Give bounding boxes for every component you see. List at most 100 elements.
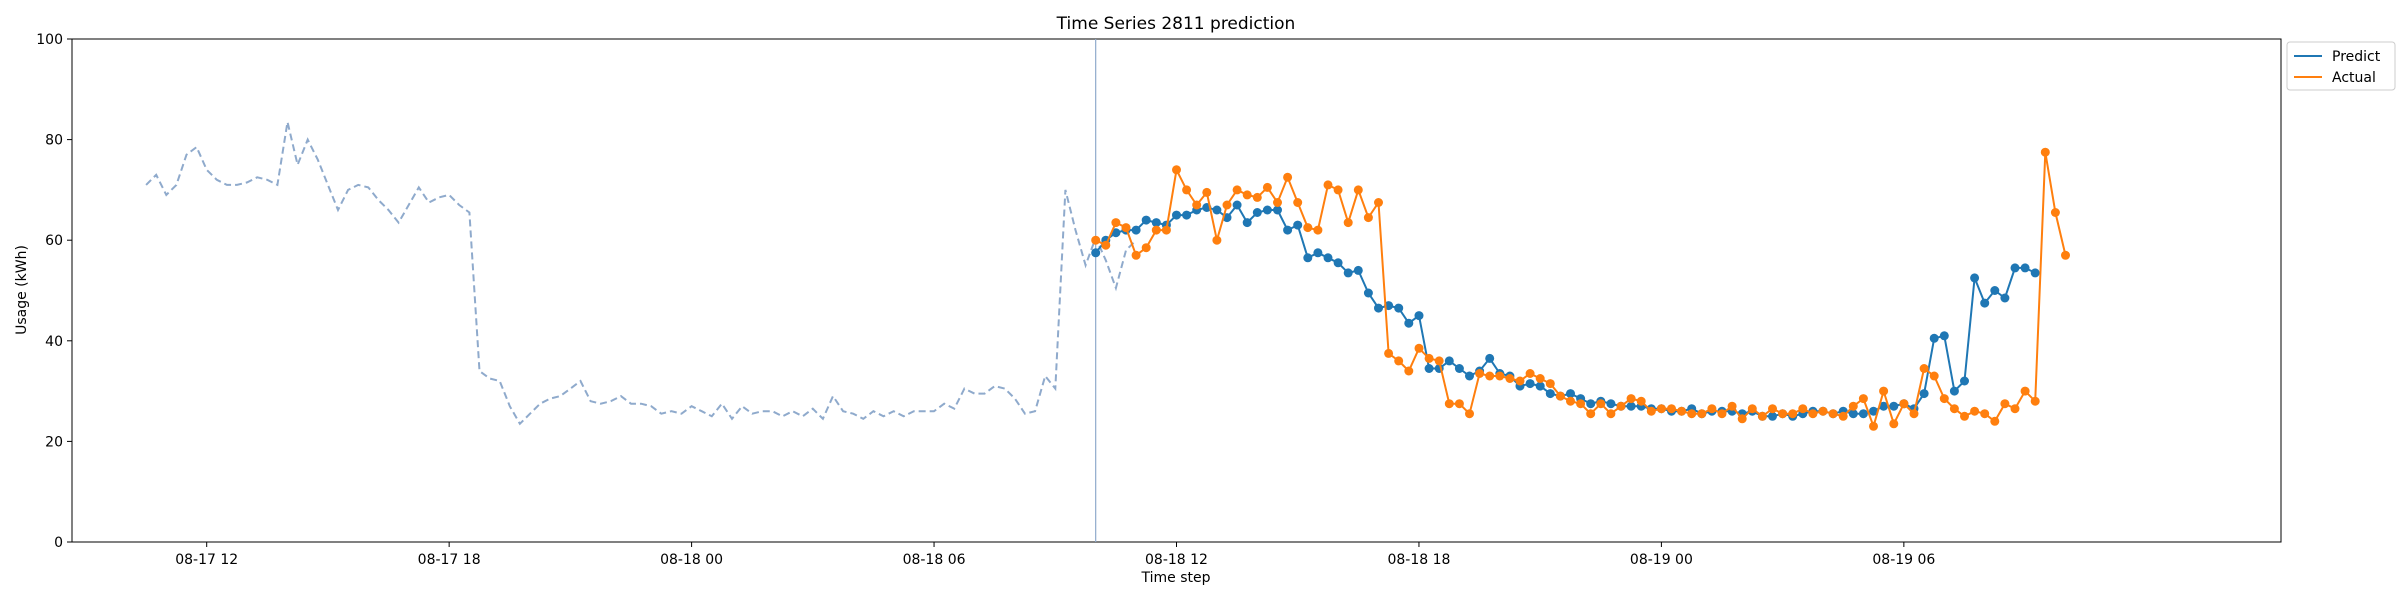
- predict-point: [1869, 406, 1878, 416]
- actual-point: [1535, 374, 1545, 383]
- predict-point: [1242, 218, 1252, 228]
- actual-point: [1555, 391, 1565, 401]
- actual-point: [1828, 409, 1838, 419]
- actual-point: [1646, 406, 1656, 416]
- predict-point: [1293, 220, 1303, 230]
- history-layer: [145, 121, 1137, 426]
- actual-point: [1697, 409, 1707, 419]
- predict-point: [1172, 210, 1181, 220]
- predict-point: [1141, 215, 1151, 225]
- actual-point: [1515, 376, 1525, 386]
- predict-point: [1990, 286, 2000, 295]
- actual-point: [1505, 374, 1515, 383]
- x-tick-label: 08-18 06: [903, 552, 966, 568]
- predict-point: [1333, 258, 1343, 268]
- predict-point: [1414, 311, 1424, 321]
- predict-point: [2000, 293, 2010, 303]
- actual-point: [1757, 411, 1767, 421]
- y-axis-label: Usage (kWh): [14, 245, 30, 335]
- predict-point: [1262, 205, 1272, 215]
- x-tick-label: 08-19 00: [1630, 552, 1693, 568]
- predict-point: [1363, 288, 1373, 298]
- actual-point: [1990, 416, 2000, 426]
- actual-point: [1384, 348, 1394, 358]
- actual-point: [1616, 401, 1626, 411]
- actual-point: [1566, 396, 1575, 406]
- actual-point: [1960, 411, 1969, 421]
- actual-point: [1848, 401, 1858, 411]
- predict-point: [1111, 228, 1121, 238]
- predict-point: [1929, 333, 1939, 343]
- actual-point: [1273, 198, 1282, 207]
- predict-point: [1939, 331, 1949, 341]
- actual-point: [1818, 406, 1828, 416]
- predict-point: [1970, 273, 1980, 283]
- actual-point: [1111, 218, 1121, 228]
- y-tick-label: 20: [45, 434, 63, 450]
- predict-point: [1606, 399, 1616, 409]
- chart-title: Time Series 2811 prediction: [1056, 14, 1296, 34]
- predict-point: [1273, 205, 1282, 215]
- predict-point: [1980, 298, 1990, 308]
- predict-point: [1212, 205, 1222, 215]
- predict-point: [1545, 389, 1555, 399]
- predict-point: [1879, 401, 1889, 411]
- actual-point: [1788, 409, 1798, 419]
- predict-point: [1283, 225, 1293, 235]
- actual-point: [1939, 394, 1949, 404]
- actual-point: [1182, 185, 1192, 195]
- actual-point: [1424, 353, 1434, 363]
- predict-point: [1313, 248, 1323, 258]
- actual-point: [2010, 404, 2020, 414]
- actual-point: [1970, 406, 1980, 416]
- predict-point: [1566, 389, 1575, 399]
- actual-point: [1798, 404, 1808, 414]
- predict-point: [1444, 356, 1454, 366]
- actual-point: [1374, 198, 1383, 207]
- actual-point: [1232, 185, 1242, 195]
- predict-point: [1525, 379, 1535, 389]
- actual-point: [1283, 172, 1293, 182]
- actual-point: [1747, 404, 1757, 414]
- predict-point: [1454, 364, 1464, 373]
- legend: Predict Actual: [2286, 41, 2396, 91]
- predict-point: [1768, 411, 1777, 421]
- actual-point: [1667, 404, 1676, 414]
- actual-point: [1626, 394, 1636, 404]
- y-tick-label: 40: [45, 334, 63, 350]
- y-tick-label: 0: [54, 535, 63, 551]
- predict-point: [1465, 371, 1474, 381]
- actual-point: [1737, 414, 1747, 424]
- y-tick-label: 100: [36, 32, 63, 48]
- actual-point: [1858, 394, 1868, 404]
- x-tick-label: 08-19 06: [1872, 552, 1935, 568]
- actual-point: [1172, 165, 1181, 175]
- actual-point: [1151, 225, 1161, 235]
- actual-point: [1131, 250, 1141, 260]
- actual-point: [1778, 409, 1788, 419]
- actual-point: [1879, 386, 1889, 396]
- plot-area: [71, 38, 2282, 543]
- actual-point: [2000, 399, 2010, 409]
- actual-point: [1293, 198, 1303, 207]
- actual-point: [1434, 356, 1444, 366]
- predict-point: [1323, 253, 1333, 263]
- actual-point: [1949, 404, 1959, 414]
- x-axis-label: Time step: [1141, 570, 1211, 586]
- predict-point: [1848, 409, 1858, 419]
- actual-point: [2050, 208, 2060, 217]
- actual-point: [1545, 379, 1555, 389]
- actual-point: [1717, 409, 1727, 419]
- actual-point: [1313, 225, 1323, 235]
- predict-point: [2030, 268, 2040, 278]
- x-tick-label: 08-18 12: [1145, 552, 1208, 568]
- predict-point: [1949, 386, 1959, 396]
- y-axis: 0 20 40 60 80 100: [36, 32, 72, 551]
- actual-point: [1444, 399, 1454, 409]
- actual-point: [1636, 396, 1646, 406]
- actual-point: [1202, 187, 1212, 197]
- predict-point: [1535, 381, 1545, 391]
- actual-point: [1889, 419, 1899, 429]
- actual-point: [1919, 364, 1929, 373]
- x-tick-label: 08-18 00: [660, 552, 723, 568]
